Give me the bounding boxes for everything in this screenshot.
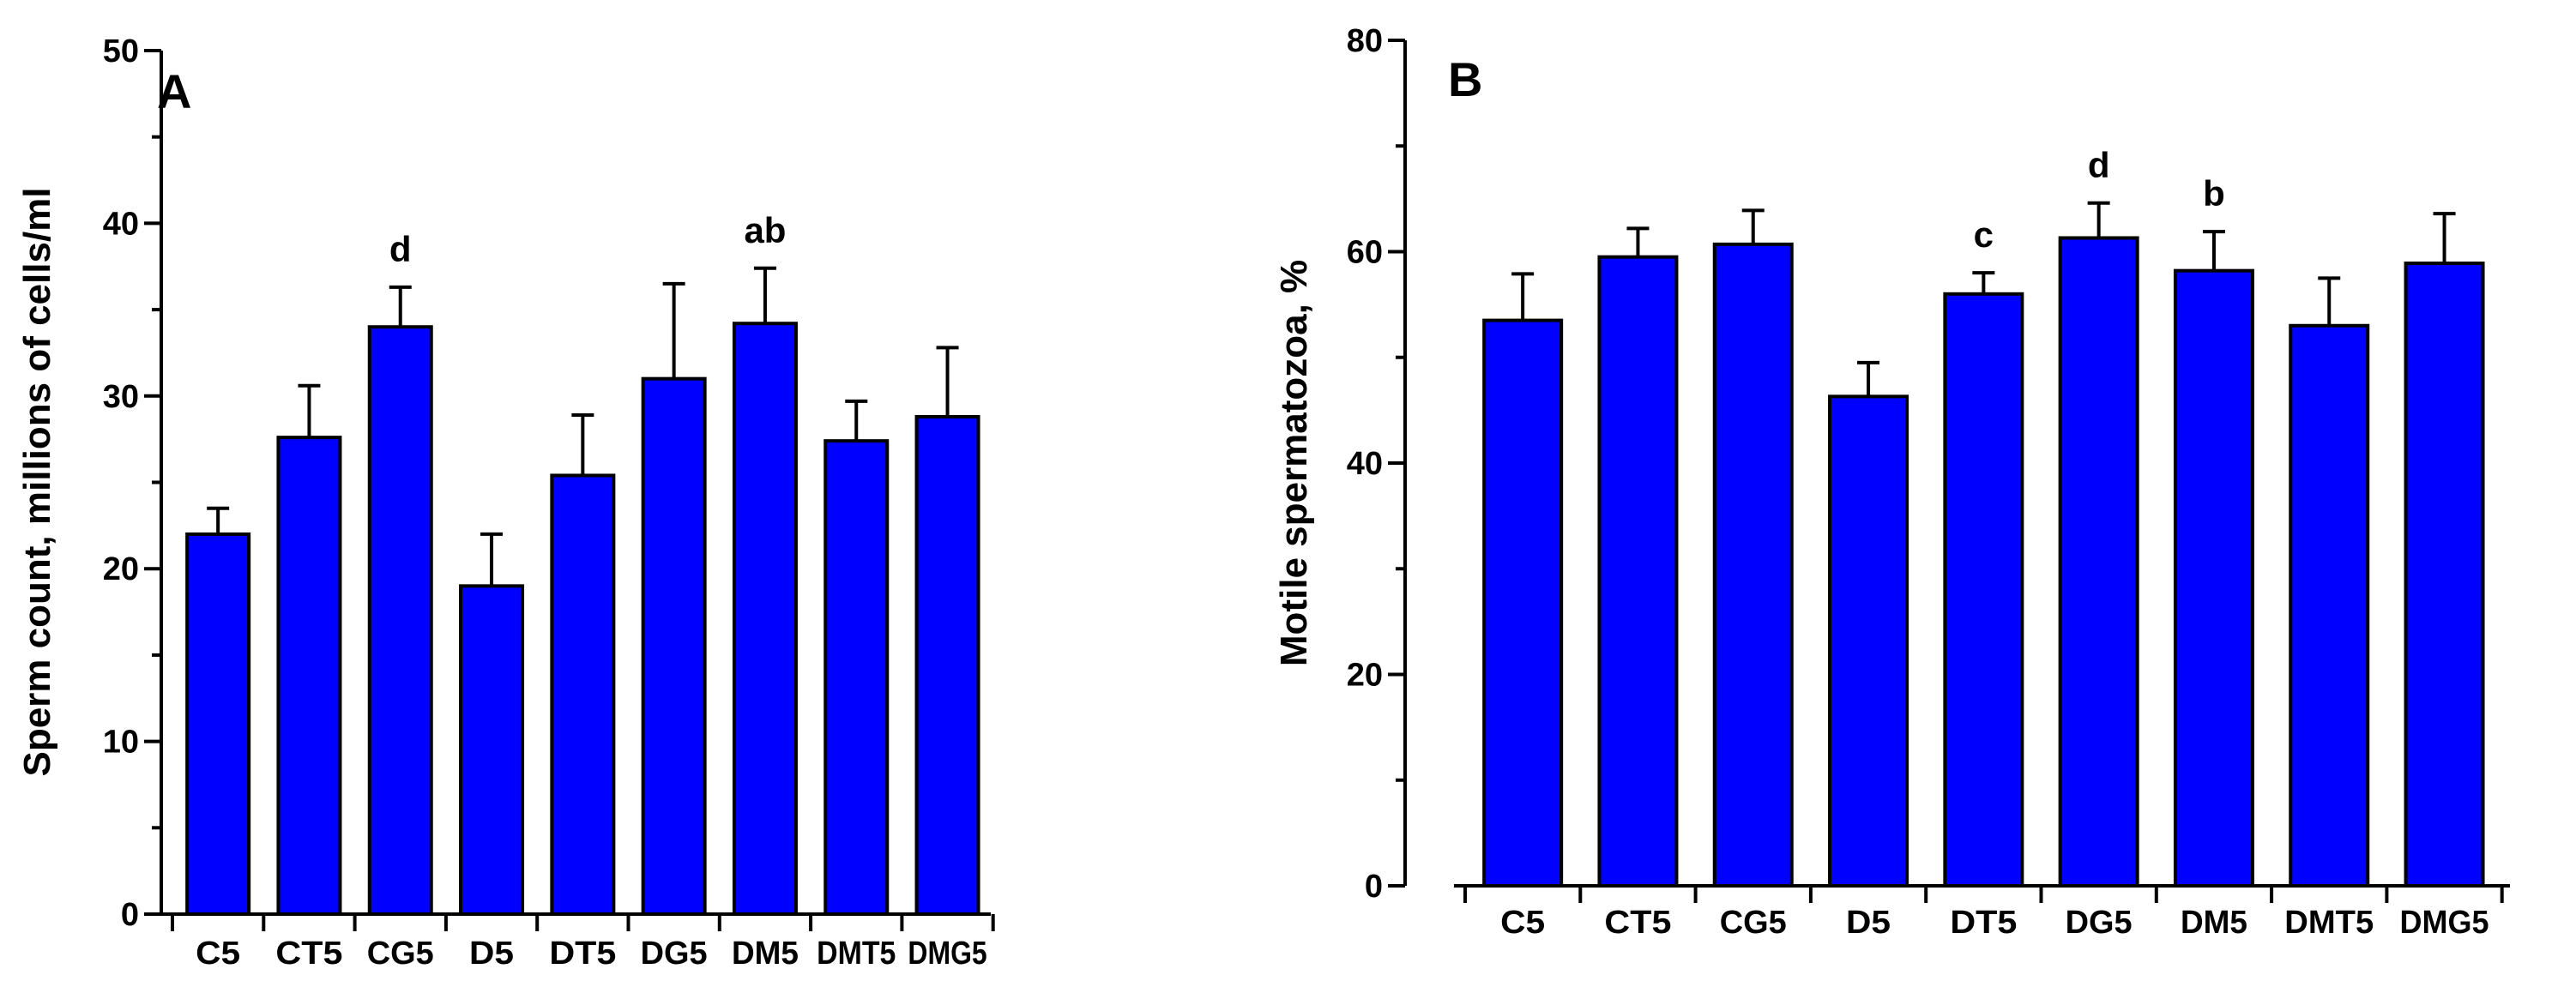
y-tick-label: 0	[121, 897, 139, 933]
bar	[914, 414, 980, 916]
significance-label: d	[2088, 145, 2110, 185]
x-tick-label: DT5	[549, 936, 616, 972]
bar	[367, 325, 433, 916]
x-tick-label: CT5	[275, 936, 342, 972]
significance-label: c	[1974, 214, 1994, 255]
significance-label: ab	[744, 210, 786, 250]
x-tick-label: DMG5	[2400, 905, 2489, 941]
bar	[276, 436, 342, 916]
bar	[459, 584, 525, 917]
bar	[1828, 394, 1909, 888]
y-tick-label: 60	[1347, 235, 1383, 271]
y-axis-title: Motile spermatozoa, %	[1273, 260, 1315, 666]
x-tick-label: D5	[1846, 905, 1891, 941]
x-tick-label: CG5	[1720, 905, 1787, 941]
x-tick-label: D5	[469, 936, 514, 972]
bar	[2289, 323, 2370, 888]
y-tick-label: 50	[103, 33, 139, 69]
bar	[2058, 236, 2139, 888]
chart-panel-a: C5 CT5 d CG5 D5 DT5 DG5 ab DM5 DMT5 DMG5 0 10 20 30 40 5…	[16, 33, 995, 972]
x-tick-label: DM5	[2181, 905, 2247, 941]
bar	[732, 322, 798, 917]
bar	[1597, 255, 1679, 888]
y-tick-label: 40	[103, 206, 139, 242]
x-tick-label: DT5	[1950, 905, 2017, 941]
x-tick-label: CT5	[1604, 905, 1671, 941]
bar	[1943, 292, 2024, 888]
bar	[185, 532, 251, 916]
bar	[823, 439, 890, 916]
bar	[2404, 262, 2485, 888]
significance-label: d	[389, 229, 412, 269]
y-tick-label: 80	[1347, 23, 1383, 59]
chart-panel-b: C5 CT5 CG5 D5 c DT5 d DG5 b DM5 DMT5 DMG5 0 20 40 60 80 M…	[1273, 23, 2510, 941]
x-tick-label: DMT5	[817, 936, 896, 972]
x-tick-label: C5	[196, 936, 240, 972]
y-tick-label: 20	[103, 551, 139, 587]
y-tick-label: 20	[1347, 658, 1383, 694]
x-tick-label: DG5	[641, 936, 708, 972]
bar	[641, 376, 707, 917]
panel-label: A	[157, 64, 191, 118]
panel-label: B	[1448, 52, 1482, 106]
y-tick-label: 0	[1365, 869, 1383, 905]
significance-label: b	[2203, 173, 2225, 214]
y-tick-label: 10	[103, 725, 139, 761]
bar	[2173, 268, 2254, 888]
x-tick-label: C5	[1500, 905, 1545, 941]
x-tick-label: DMG5	[908, 936, 986, 972]
y-tick-label: 30	[103, 379, 139, 415]
y-axis-title: Sperm count, millions of cells/ml	[16, 187, 58, 776]
y-tick-label: 40	[1347, 446, 1383, 482]
x-tick-label: DMT5	[2284, 905, 2374, 941]
x-tick-label: DG5	[2066, 905, 2133, 941]
bar	[1482, 318, 1564, 888]
bar	[550, 473, 616, 916]
x-tick-label: CG5	[367, 936, 434, 972]
bar	[1712, 242, 1794, 888]
x-tick-label: DM5	[732, 936, 799, 972]
